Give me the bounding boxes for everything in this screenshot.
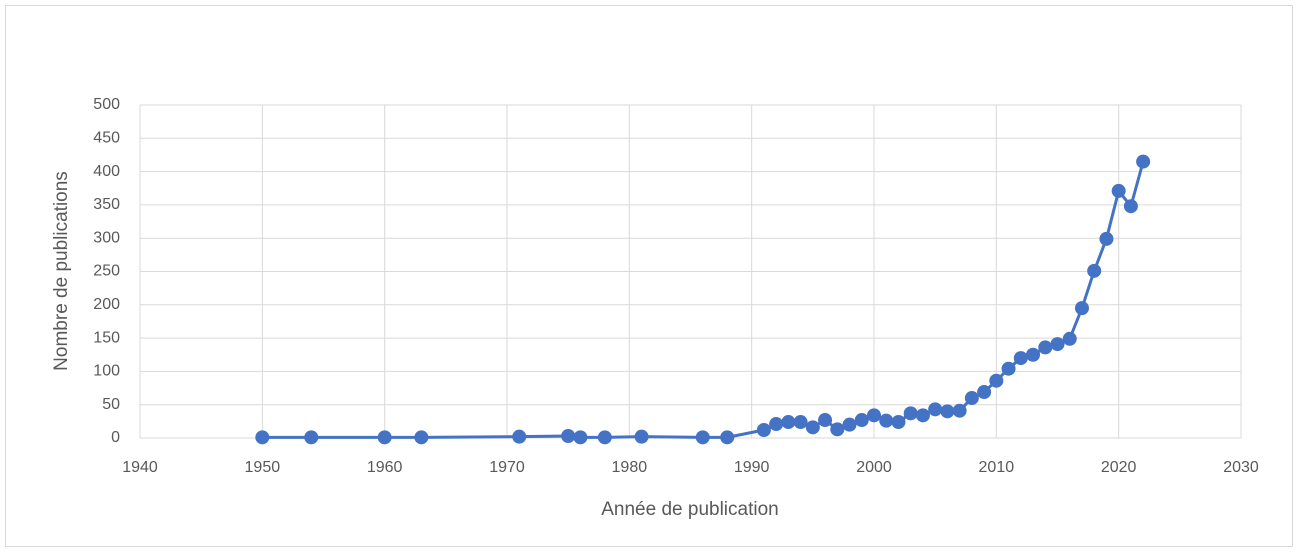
y-tick-label: 450 [93, 130, 120, 147]
data-point [1013, 351, 1028, 366]
data-point [854, 413, 869, 428]
data-point [867, 408, 881, 423]
data-point [1111, 183, 1126, 198]
data-point [1050, 337, 1065, 352]
y-tick-label: 0 [111, 429, 120, 446]
x-tick-label: 2030 [1223, 459, 1259, 476]
data-point [304, 430, 319, 445]
y-tick-label: 150 [93, 329, 120, 346]
data-point [977, 385, 992, 400]
x-tick-label: 1980 [612, 459, 648, 476]
data-point [720, 430, 735, 445]
y-tick-label: 250 [93, 263, 120, 280]
data-point [891, 415, 906, 430]
x-tick-label: 1950 [245, 459, 281, 476]
x-tick-label: 1990 [734, 459, 770, 476]
data-point [805, 420, 820, 435]
data-point [964, 391, 979, 406]
data-point [989, 373, 1004, 388]
data-point [915, 408, 930, 423]
y-tick-label: 300 [93, 229, 120, 246]
data-point [597, 430, 612, 445]
y-tick-label: 200 [93, 296, 120, 313]
data-point [561, 429, 576, 444]
data-point [952, 403, 967, 418]
data-point [842, 417, 857, 432]
x-tick-label: 2000 [856, 459, 892, 476]
data-point [818, 413, 833, 428]
y-tick-label: 100 [93, 363, 120, 380]
data-point [756, 423, 771, 438]
y-tick-label: 400 [93, 163, 120, 180]
chart-border [5, 5, 1293, 547]
data-point [377, 430, 392, 445]
data-point [1123, 199, 1138, 214]
x-tick-label: 2020 [1101, 459, 1137, 476]
x-axis-label: Année de publication [601, 499, 778, 520]
data-point [1026, 347, 1041, 362]
data-point [1062, 331, 1077, 346]
data-point [1136, 154, 1151, 169]
data-point [940, 404, 955, 419]
x-tick-label: 1970 [489, 459, 525, 476]
data-point [769, 417, 784, 432]
data-point [1001, 361, 1016, 376]
data-point [573, 430, 588, 445]
data-point [879, 413, 894, 428]
y-tick-label: 500 [93, 96, 120, 113]
data-point [1099, 231, 1114, 246]
data-point [1087, 263, 1102, 278]
y-tick-label: 350 [93, 196, 120, 213]
data-point [1038, 340, 1053, 355]
y-axis-label: Nombre de publications [51, 171, 72, 371]
x-tick-label: 1940 [122, 459, 158, 476]
data-point [634, 429, 649, 444]
data-point [1074, 301, 1089, 316]
data-point [414, 430, 429, 445]
data-point [793, 415, 808, 430]
data-point [928, 402, 943, 417]
data-point [695, 430, 710, 445]
x-tick-label: 2010 [979, 459, 1015, 476]
y-tick-label: 50 [102, 396, 120, 413]
data-point [255, 430, 270, 445]
x-tick-label: 1960 [367, 459, 403, 476]
data-point [830, 422, 845, 437]
data-point [512, 429, 527, 444]
data-point [903, 406, 918, 421]
data-point [781, 415, 796, 430]
